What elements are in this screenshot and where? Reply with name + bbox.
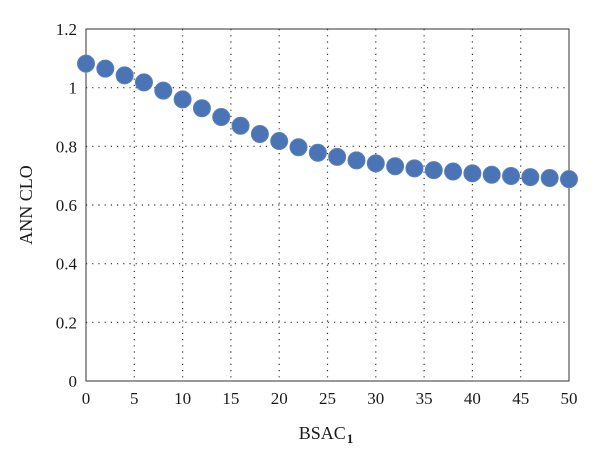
data-point xyxy=(96,59,115,78)
y-tick-labels: 0 0.2 0.4 0.6 0.8 1 1.2 xyxy=(56,20,78,391)
data-point xyxy=(386,157,405,176)
x-tick-label: 45 xyxy=(512,389,529,408)
x-tick-label: 10 xyxy=(174,389,191,408)
x-tick-label: 35 xyxy=(416,389,433,408)
x-tick-label: 25 xyxy=(319,389,336,408)
x-tick-label: 0 xyxy=(82,389,91,408)
data-point xyxy=(115,66,134,85)
data-point xyxy=(250,125,269,144)
data-point xyxy=(134,73,153,92)
x-tick-label: 30 xyxy=(367,389,384,408)
data-point xyxy=(328,147,347,166)
x-tick-label: 20 xyxy=(271,389,288,408)
x-axis-title-main: BSAC xyxy=(299,423,346,443)
data-point xyxy=(173,90,192,109)
y-tick-label: 0.2 xyxy=(56,313,77,332)
plot-frame xyxy=(85,28,570,382)
data-point xyxy=(482,165,501,184)
data-point xyxy=(212,108,231,126)
data-point xyxy=(424,161,443,180)
y-tick-label: 0.4 xyxy=(56,255,78,274)
x-tick-label: 15 xyxy=(222,389,239,408)
data-point xyxy=(502,166,521,185)
data-point xyxy=(192,99,211,118)
data-point xyxy=(463,164,482,183)
grid xyxy=(86,29,569,381)
x-axis-title-subscript: 1 xyxy=(347,431,354,446)
x-tick-labels: 0 5 10 15 20 25 30 35 40 45 50 xyxy=(82,389,578,408)
data-point xyxy=(231,116,250,135)
y-tick-label: 1.2 xyxy=(56,20,77,39)
data-point xyxy=(366,154,385,173)
data-point xyxy=(540,169,559,188)
data-point xyxy=(347,151,366,170)
y-tick-label: 1 xyxy=(69,79,78,98)
data-point xyxy=(270,132,289,151)
x-axis-title: BSAC1 xyxy=(299,423,354,446)
data-point xyxy=(77,54,95,73)
data-point xyxy=(444,162,463,181)
data-point xyxy=(308,143,327,162)
data-point xyxy=(521,168,540,187)
x-tick-label: 5 xyxy=(130,389,139,408)
y-tick-label: 0 xyxy=(69,372,78,391)
data-point xyxy=(405,159,424,178)
data-point xyxy=(560,170,578,189)
y-tick-label: 0.8 xyxy=(56,137,77,156)
data-points xyxy=(77,54,578,189)
y-axis-title: ANN CLO xyxy=(16,165,36,245)
y-tick-label: 0.6 xyxy=(56,196,77,215)
x-tick-label: 40 xyxy=(464,389,481,408)
x-tick-label: 50 xyxy=(561,389,578,408)
data-point xyxy=(289,138,308,157)
data-point xyxy=(154,81,173,100)
